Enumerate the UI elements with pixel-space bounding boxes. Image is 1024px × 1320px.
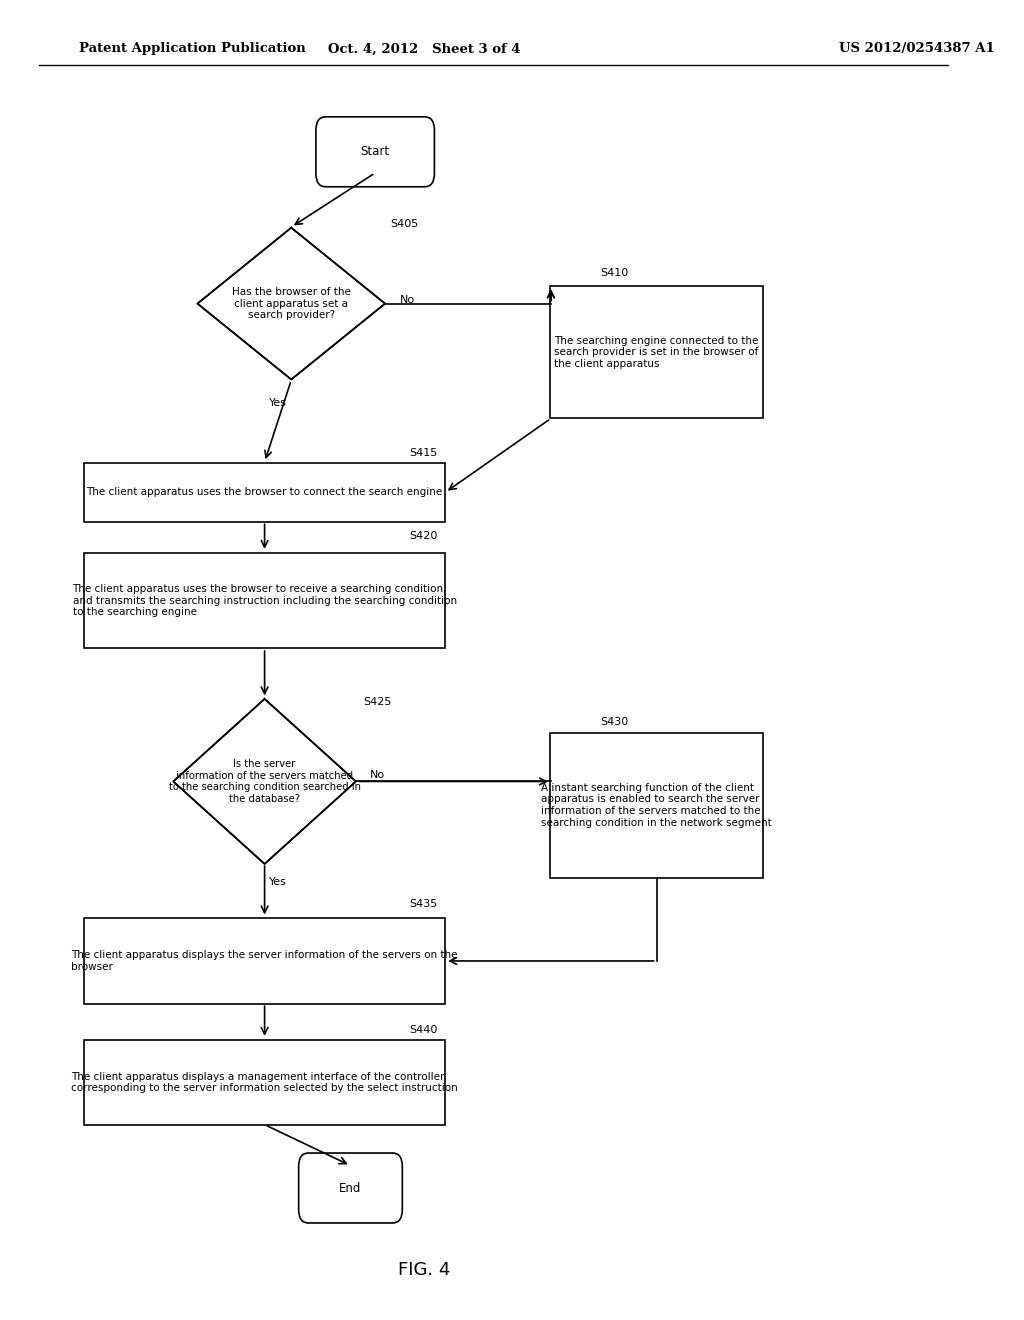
Text: The client apparatus uses the browser to connect the search engine: The client apparatus uses the browser to… (86, 487, 442, 498)
Polygon shape (173, 700, 356, 865)
Text: End: End (339, 1181, 361, 1195)
Text: S440: S440 (410, 1024, 438, 1035)
Text: S420: S420 (410, 531, 438, 541)
Text: S415: S415 (410, 447, 438, 458)
FancyBboxPatch shape (84, 1040, 444, 1125)
Text: The client apparatus displays the server information of the servers on the
brows: The client apparatus displays the server… (72, 950, 458, 972)
Text: Yes: Yes (268, 397, 287, 408)
Text: No: No (399, 294, 415, 305)
FancyBboxPatch shape (316, 116, 434, 186)
Text: Yes: Yes (268, 876, 287, 887)
Text: A instant searching function of the client
apparatus is enabled to search the se: A instant searching function of the clie… (541, 783, 772, 828)
Text: S435: S435 (410, 899, 438, 909)
Text: FIG. 4: FIG. 4 (398, 1261, 451, 1279)
Text: The client apparatus uses the browser to receive a searching condition,
and tran: The client apparatus uses the browser to… (73, 583, 457, 618)
Text: The client apparatus displays a management interface of the controller
correspon: The client apparatus displays a manageme… (72, 1072, 458, 1093)
Text: The searching engine connected to the
search provider is set in the browser of
t: The searching engine connected to the se… (554, 335, 759, 370)
Polygon shape (198, 227, 385, 380)
Text: No: No (371, 770, 385, 780)
FancyBboxPatch shape (299, 1154, 402, 1222)
FancyBboxPatch shape (84, 462, 444, 521)
Text: S430: S430 (600, 717, 629, 727)
Text: Start: Start (360, 145, 390, 158)
Text: S425: S425 (364, 697, 392, 708)
FancyBboxPatch shape (84, 919, 444, 1003)
FancyBboxPatch shape (84, 553, 444, 648)
Text: Has the browser of the
client apparatus set a
search provider?: Has the browser of the client apparatus … (231, 286, 350, 321)
FancyBboxPatch shape (551, 286, 763, 418)
Text: Patent Application Publication: Patent Application Publication (79, 42, 306, 55)
Text: S410: S410 (600, 268, 629, 279)
Text: Is the server
information of the servers matched
to the searching condition sear: Is the server information of the servers… (169, 759, 360, 804)
Text: US 2012/0254387 A1: US 2012/0254387 A1 (840, 42, 995, 55)
Text: S405: S405 (390, 219, 418, 230)
Text: Oct. 4, 2012   Sheet 3 of 4: Oct. 4, 2012 Sheet 3 of 4 (329, 42, 521, 55)
FancyBboxPatch shape (551, 733, 763, 878)
